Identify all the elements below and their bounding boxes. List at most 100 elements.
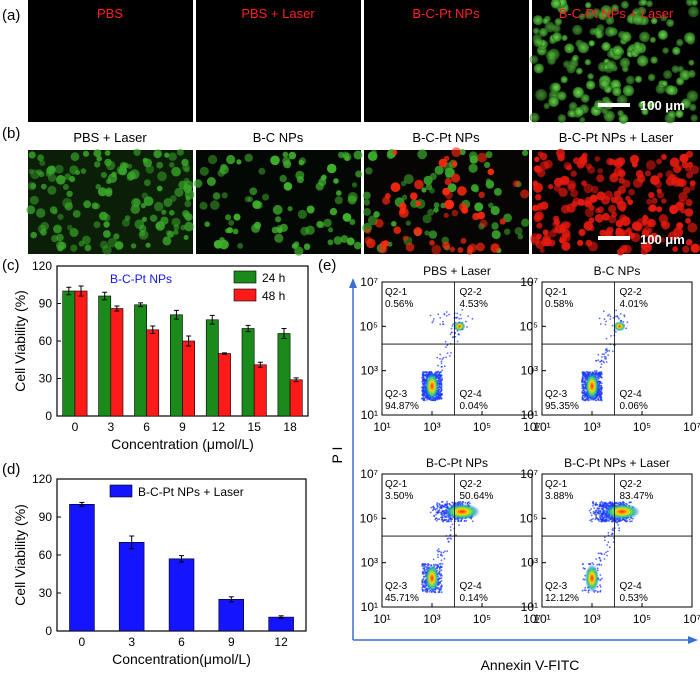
cell [611,211,617,218]
cell [327,239,334,246]
panel-label-a: (a) [2,7,20,24]
cell [557,91,567,101]
scatter-point [598,507,601,510]
scatter-point [421,393,424,396]
scatter-point [423,374,426,376]
cell [522,149,529,156]
scatter-point [581,387,584,390]
cell [174,187,184,197]
cell [666,19,675,27]
cell [574,106,585,117]
legend-label: B-C-Pt NPs + Laser [138,485,244,499]
cell [402,235,409,241]
cell [72,210,81,218]
scatter-point [602,506,605,509]
cell [657,172,663,178]
cell [606,60,617,71]
scatter-point [444,503,447,505]
scatter-point [423,564,426,566]
scatter-point [602,516,605,519]
row-b-images: PBS + Laser B-C NPs B-C-Pt NPs B-C-Pt NP… [26,130,700,256]
cell [520,189,530,199]
quadrant-name: Q2-2 [620,479,643,490]
cell [30,169,40,180]
cell [320,175,326,181]
scatter-point [458,524,460,526]
cell [39,160,46,166]
y-tick-label: 10¹ [361,408,378,422]
quadrant-percent: 0.53% [620,593,648,604]
cell [153,149,163,159]
bar [110,308,124,417]
cell [219,239,229,250]
quadrant-percent: 3.88% [545,491,573,502]
scatter-point [599,574,602,576]
y-tick-label: 10³ [521,364,538,378]
cell [450,173,461,183]
cell [171,166,181,177]
cell [612,45,623,57]
scatter-point [599,516,602,518]
image-a4-cells [529,0,699,124]
cell [36,169,43,176]
scatter-point [603,361,605,364]
scatter-point [608,313,611,316]
cell [391,221,397,227]
row-b-title-4: B-C-Pt NPs + Laser [559,130,674,145]
scatter-point [430,506,433,509]
scatter-point [606,518,608,521]
scatter-point [421,581,424,584]
cell [559,227,566,233]
cell [689,103,697,112]
scatter-point [421,565,424,568]
x-tick-label: 10⁷ [683,420,700,434]
subplot-frame [381,281,533,416]
bar [289,379,303,417]
scatter-point [433,399,435,402]
cell [691,0,698,6]
cell [99,211,108,221]
cell [657,29,668,40]
cell [45,171,52,177]
cell [139,230,146,237]
scatter-point [599,514,601,516]
x-tick-label: 10⁵ [633,420,651,434]
scatter-point [447,540,450,543]
chart-title: B-C-Pt NPs [110,272,172,286]
scatter-point [588,563,590,565]
scatter-point [433,506,435,509]
cell [474,202,484,212]
cell [665,170,674,179]
scatter-point [440,559,443,562]
scatter-point [461,501,464,503]
scatter-point [603,553,606,555]
cell [62,197,73,208]
scatter-point [421,376,423,379]
scatter-point [439,353,442,356]
scatter-point [445,311,448,313]
cell [672,246,679,252]
scatter-point [424,371,427,373]
scatter-point [445,315,448,317]
scatter-point [598,392,601,395]
cell [342,213,352,222]
scatter-point [597,353,600,356]
cell [392,149,398,155]
scatter-point [599,584,601,586]
cell [687,69,696,78]
cell [80,168,87,174]
scatter-point [590,514,593,517]
cell [566,63,576,74]
legend-swatch [233,270,257,284]
cell [683,186,691,194]
scatter-point [598,556,601,559]
scatter-point [601,505,604,508]
scatter-point [600,387,603,390]
scatter-point [611,520,614,523]
cell [176,148,184,156]
scatter-point [596,509,598,512]
scatter-point [438,511,441,513]
bar [118,541,145,632]
scatter-point [623,519,626,522]
y-tick-label: 120 [32,472,52,486]
